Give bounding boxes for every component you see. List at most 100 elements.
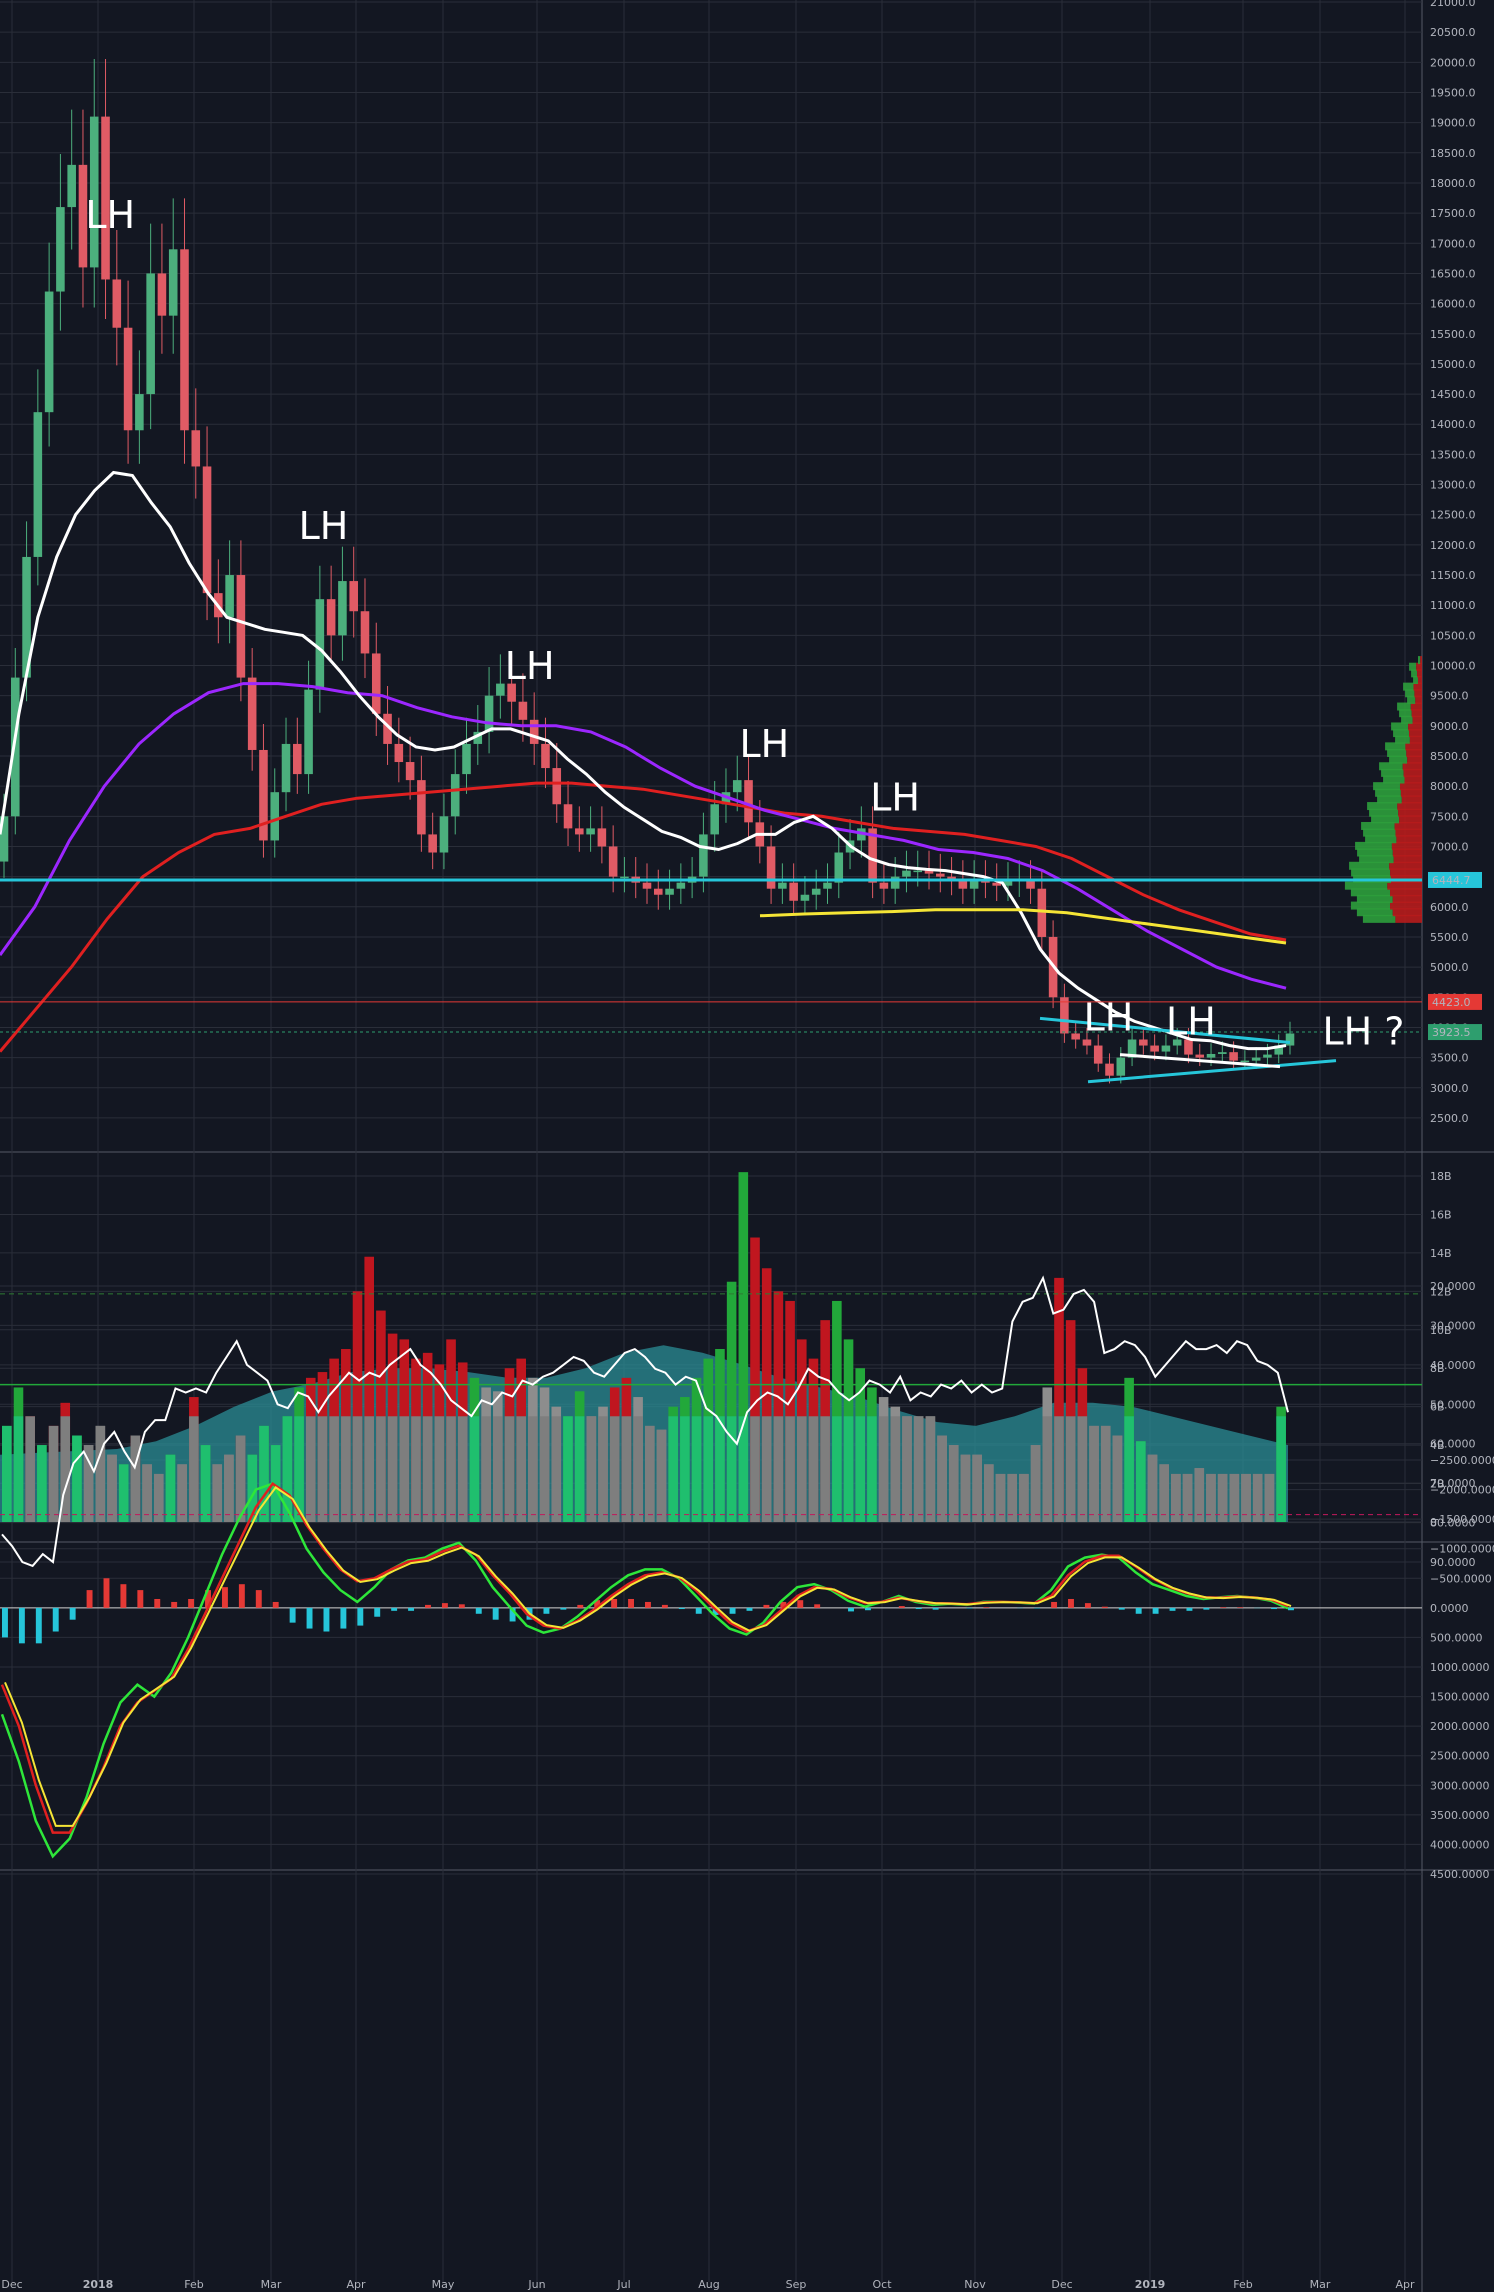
x-tick-label: Apr [346,2278,366,2291]
macd-histogram-bar [1153,1608,1159,1614]
price-tick-label: 16500.0 [1430,267,1476,280]
candle-body [710,804,719,834]
candle-body [643,883,652,889]
volume-bar-overlay [1136,1441,1146,1522]
candle-body [1071,1033,1080,1039]
volume-bar-overlay [107,1455,117,1522]
candle-body [270,792,279,840]
x-tick-label: 2019 [1135,2278,1166,2291]
macd-histogram-bar [1170,1608,1176,1611]
volume-bar-overlay [610,1416,620,1522]
volume-bar-overlay [376,1416,386,1522]
candle-body [135,394,144,430]
price-tick-label: 7000.0 [1430,840,1469,853]
volume-bar-overlay [470,1416,480,1522]
candle-body [462,744,471,774]
macd-histogram-bar [19,1608,25,1643]
macd-tick-label: −1500.0000 [1430,1513,1494,1526]
candle-body [767,846,776,888]
macd-histogram-bar [797,1600,803,1608]
volume-bar-overlay [657,1430,667,1522]
x-tick-label: May [432,2278,455,2291]
volume-bar-overlay [1078,1416,1088,1522]
annotation-label: LH [870,775,920,819]
candle-body [428,834,437,852]
volume-bar-overlay [318,1416,328,1522]
rsi-tick-label: 50.0000 [1430,1398,1476,1411]
volume-bar-overlay [2,1426,12,1522]
volume-bar-overlay [25,1416,35,1522]
volume-bar-overlay [341,1416,351,1522]
volume-bar-overlay [598,1416,608,1522]
candle-body [496,684,505,696]
candle-body [902,871,911,877]
volume-bar-overlay [1042,1416,1052,1522]
macd-histogram-bar [1136,1608,1142,1614]
candle-body [834,853,843,883]
annotation-label: LH [1166,1000,1216,1044]
volume-bar-overlay [1113,1436,1123,1523]
price-tick-label: 14000.0 [1430,418,1476,431]
x-tick-label: Jun [527,2278,545,2291]
macd-histogram-bar [87,1590,93,1608]
volume-bar-overlay [1124,1416,1134,1522]
candle-body [316,599,325,689]
annotation-label: LH [85,193,135,237]
candle-body [1263,1055,1272,1058]
candle-body [789,883,798,901]
volume-bar-overlay [1066,1416,1076,1522]
macd-histogram-bar [324,1608,330,1632]
volume-bar-overlay [587,1416,597,1522]
candle-body [530,720,539,744]
candle-body [417,780,426,834]
price-tick-label: 12000.0 [1430,539,1476,552]
x-tick-label: Dec [1051,2278,1072,2291]
rsi-tick-label: 20.0000 [1430,1280,1476,1293]
macd-histogram-bar [391,1608,397,1611]
volume-bar-overlay [551,1416,561,1522]
macd-histogram-bar [442,1603,448,1608]
volume-bar-overlay [528,1416,538,1522]
macd-histogram-bar [899,1606,905,1608]
volume-bar-overlay [926,1416,936,1522]
volume-bar-overlay [774,1416,784,1522]
macd-histogram-bar [1051,1602,1057,1608]
volume-bar-overlay [914,1416,924,1522]
x-tick-label: Nov [964,2278,986,2291]
volume-bar-overlay [622,1416,632,1522]
macd-histogram-bar [967,1608,973,1609]
volume-tick-label: 16B [1430,1208,1452,1221]
macd-tick-label: 2000.0000 [1430,1720,1490,1733]
price-tick-label: 15000.0 [1430,358,1476,371]
candle-body [124,328,133,431]
macd-tick-label: −2500.0000 [1430,1454,1494,1467]
candle-body [485,696,494,732]
candle-body [778,883,787,889]
macd-histogram-bar [357,1608,363,1626]
volume-bar-overlay [762,1416,772,1522]
macd-histogram-bar [256,1590,262,1608]
volume-bar-overlay [505,1416,515,1522]
volume-bar-overlay [692,1416,702,1522]
price-tick-label: 13500.0 [1430,448,1476,461]
volume-bar-overlay [645,1426,655,1522]
macd-tick-label: 4000.0000 [1430,1838,1490,1851]
volume-bar-overlay [540,1416,550,1522]
price-tick-label: 13000.0 [1430,479,1476,492]
macd-histogram-bar [70,1608,76,1620]
candle-body [338,581,347,635]
macd-histogram-bar [1288,1608,1294,1610]
price-label-text: 3923.5 [1432,1026,1471,1039]
volume-bar-overlay [820,1416,830,1522]
rsi-tick-label: 30.0000 [1430,1319,1476,1332]
volume-bar-overlay [855,1416,865,1522]
macd-histogram-bar [983,1607,989,1608]
volume-bar-overlay [949,1445,959,1522]
volume-profile-bar [1420,656,1422,664]
x-tick-label: Dec [1,2278,22,2291]
volume-bar-overlay [435,1416,445,1522]
macd-histogram-bar [1102,1607,1108,1608]
annotation-label: LH [505,644,555,688]
volume-bar-overlay [119,1464,129,1522]
